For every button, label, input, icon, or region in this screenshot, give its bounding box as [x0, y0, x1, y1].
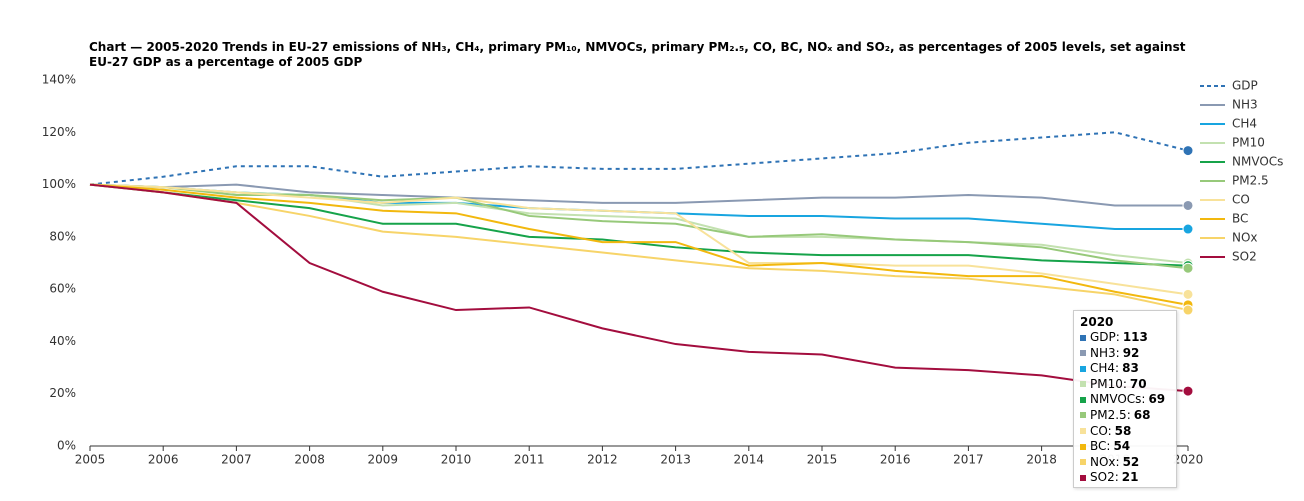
y-tick-label: 120%: [42, 125, 76, 139]
series-line: [89, 183, 1188, 207]
x-tick-label: 2006: [148, 453, 179, 467]
x-tick-label: 2012: [587, 453, 618, 467]
tooltip-value: 69: [1148, 392, 1166, 407]
tooltip-swatch: [1080, 443, 1086, 450]
x-tick-label: 2016: [880, 453, 911, 467]
chart-title: Chart — 2005-2020 Trends in EU-27 emissi…: [89, 40, 1186, 69]
x-tick-label: 2018: [1026, 453, 1057, 467]
x-tick-label: 2010: [441, 453, 472, 467]
x-tick-label: 2014: [734, 453, 765, 467]
tooltip-value: 54: [1113, 439, 1131, 454]
end-marker: [1182, 288, 1194, 300]
tooltip-row: NMVOCs69: [1080, 392, 1170, 408]
tooltip-row: BC54: [1080, 439, 1170, 455]
end-marker: [1182, 223, 1194, 235]
legend-label: NOx: [1232, 231, 1258, 245]
tooltip-name: BC: [1090, 439, 1110, 453]
tooltip-value: 113: [1122, 330, 1148, 344]
tooltip-value: 21: [1121, 470, 1139, 485]
tooltip-swatch: [1080, 474, 1086, 481]
tooltip-row: SO221: [1080, 470, 1170, 486]
end-marker: [1182, 385, 1194, 397]
tooltip-swatch: [1080, 381, 1086, 388]
tooltip-swatch: [1080, 350, 1086, 357]
series-line: [89, 131, 1189, 186]
legend-label: SO2: [1232, 250, 1257, 264]
tooltip-row: CO58: [1080, 424, 1170, 440]
x-tick-label: 2017: [953, 453, 984, 467]
series-line: [89, 183, 1189, 267]
x-tick-label: 2011: [514, 453, 545, 467]
tooltip-swatch: [1080, 396, 1086, 403]
tooltip-swatch: [1080, 412, 1086, 419]
tooltip-name: NH3: [1090, 346, 1120, 360]
legend-label: NMVOCs: [1232, 155, 1283, 169]
tooltip-value: 68: [1133, 407, 1151, 422]
x-tick-label: 2020: [1173, 453, 1204, 467]
y-tick-label: 80%: [49, 229, 76, 243]
legend-label: NH3: [1232, 98, 1258, 112]
end-marker: [1182, 145, 1194, 157]
y-tick-label: 40%: [49, 334, 76, 348]
y-tick-label: 60%: [49, 282, 76, 296]
tooltip-name: CH4: [1090, 361, 1119, 375]
y-tick-label: 20%: [49, 386, 76, 400]
tooltip-name: NMVOCs: [1090, 392, 1145, 406]
legend-label: PM2.5: [1232, 174, 1269, 188]
y-tick-label: 140%: [42, 73, 76, 87]
series-line: [89, 183, 1189, 306]
tooltip-value: 83: [1122, 361, 1139, 376]
legend-label: CO: [1232, 193, 1250, 207]
tooltip-value: 58: [1114, 423, 1132, 438]
legend-label: BC: [1232, 212, 1248, 226]
x-tick-label: 2008: [294, 453, 325, 467]
tooltip-row: PM1070: [1080, 377, 1170, 393]
tooltip-row: CH483: [1080, 361, 1170, 377]
series-line: [89, 183, 1189, 312]
y-tick-label: 0%: [57, 439, 76, 453]
tooltip-name: PM10: [1090, 377, 1127, 391]
tooltip-name: GDP: [1090, 330, 1120, 344]
tooltip-row: GDP113: [1080, 330, 1170, 346]
tooltip-value: 92: [1122, 345, 1140, 360]
end-marker: [1182, 304, 1194, 316]
end-marker: [1182, 199, 1194, 211]
tooltip-name: SO2: [1090, 470, 1119, 484]
x-tick-label: 2005: [75, 453, 106, 467]
end-marker: [1182, 262, 1194, 274]
tooltip-name: CO: [1090, 424, 1112, 438]
tooltip-value: 52: [1122, 454, 1140, 469]
x-tick-label: 2007: [221, 453, 252, 467]
tooltip-value: 70: [1129, 376, 1147, 391]
tooltip-swatch: [1080, 365, 1086, 372]
tooltip-row: NH392: [1080, 346, 1170, 362]
tooltip-swatch: [1080, 459, 1086, 466]
tooltip-name: NOx: [1090, 455, 1120, 469]
tooltip-title: 2020: [1080, 315, 1114, 329]
x-tick-label: 2009: [368, 453, 399, 467]
y-tick-label: 100%: [42, 177, 76, 191]
tooltip-swatch: [1080, 428, 1086, 435]
x-tick-label: 2015: [807, 453, 838, 467]
series-line: [89, 183, 1189, 393]
series-line: [89, 183, 1189, 296]
legend-label: PM10: [1232, 136, 1265, 150]
x-tick-label: 2013: [660, 453, 691, 467]
legend-label: CH4: [1232, 117, 1257, 131]
tooltip-name: PM2.5: [1090, 408, 1131, 422]
tooltip-row: PM2.568: [1080, 408, 1170, 424]
tooltip-swatch: [1080, 334, 1086, 341]
legend-label: GDP: [1232, 79, 1258, 93]
series-line: [89, 183, 1189, 264]
tooltip: 2020 GDP113NH392CH483PM1070NMVOCs69PM2.5…: [1073, 310, 1177, 488]
tooltip-row: NOx52: [1080, 455, 1170, 471]
